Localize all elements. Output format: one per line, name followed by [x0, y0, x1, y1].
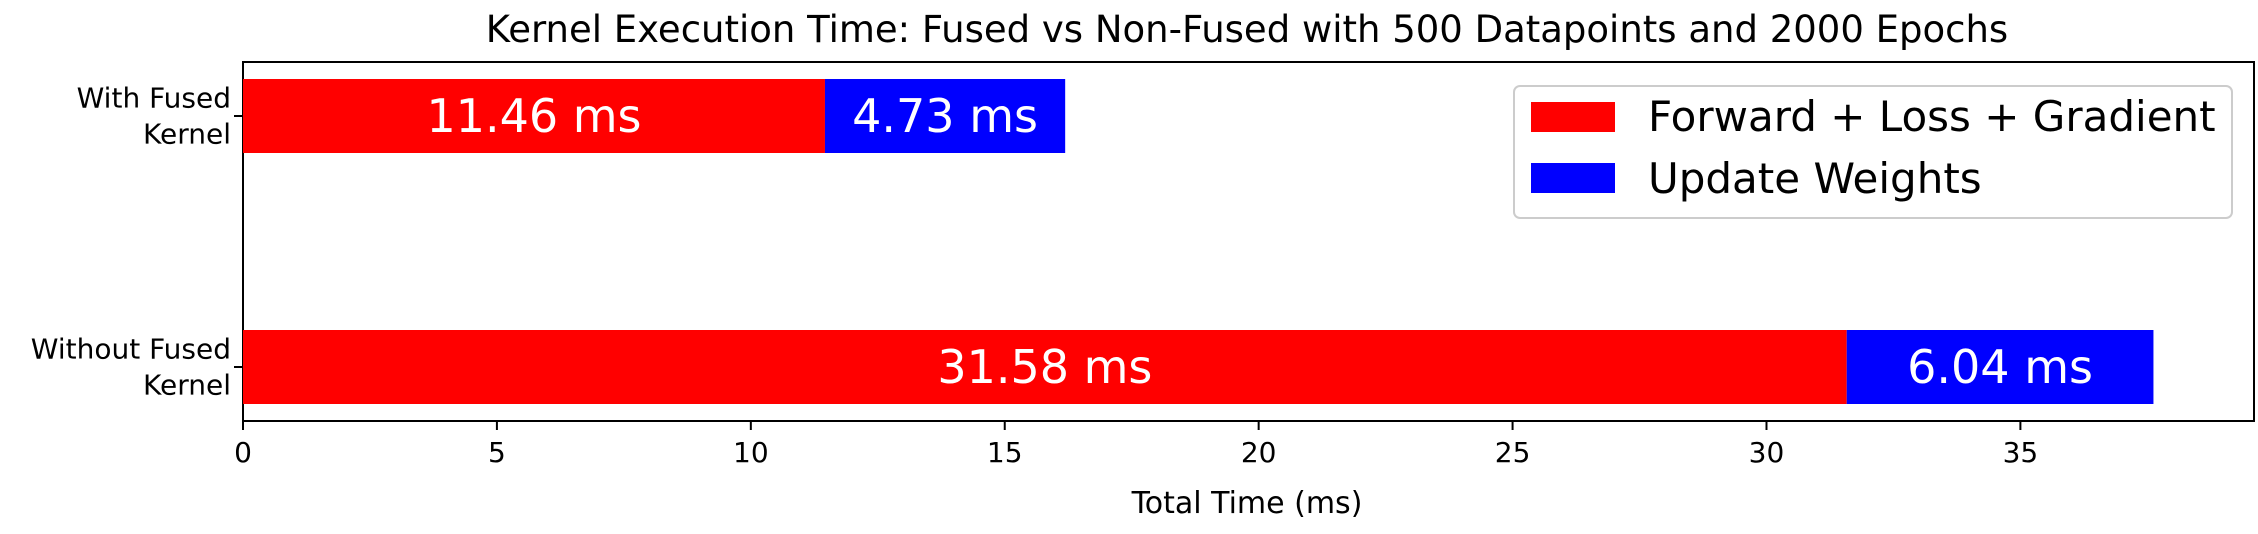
y-tick-label: Kernel: [143, 369, 231, 402]
y-tick-label: With Fused: [77, 82, 231, 115]
x-axis-label: Total Time (ms): [1131, 486, 1363, 521]
x-tick-label: 0: [234, 436, 252, 469]
legend: Forward + Loss + Gradient Update Weights: [1513, 85, 2233, 219]
x-tick-label: 10: [733, 436, 769, 469]
x-axis: 0 5 10 15 20 25 30 35: [234, 421, 2038, 469]
legend-frame: [1513, 85, 2233, 219]
plot-frame: [242, 61, 2255, 422]
bar-label-with-fused-kernel-forward-loss-gradient: 11.46 ms: [426, 89, 641, 143]
bar-with-fused-kernel-forward-loss-gradient: [243, 79, 825, 153]
legend-label-update-weights: Update Weights: [1648, 154, 1982, 203]
x-tick-label: 15: [987, 436, 1023, 469]
legend-label-forward-loss-gradient: Forward + Loss + Gradient: [1648, 92, 2216, 141]
bar-without-fused-kernel-update-weights: [1846, 330, 2154, 404]
bar-with-fused-kernel-update-weights: [824, 79, 1066, 153]
bar-label-with-fused-kernel-update-weights: 4.73 ms: [852, 89, 1038, 143]
bar-label-without-fused-kernel-update-weights: 6.04 ms: [1907, 340, 2093, 394]
y-tick-label: Without Fused: [31, 333, 231, 366]
legend-swatch-forward-loss-gradient: [1531, 102, 1615, 132]
bar-without-fused-kernel-forward-loss-gradient: [243, 330, 1847, 404]
x-tick-label: 30: [1749, 436, 1785, 469]
y-tick-label: Kernel: [143, 118, 231, 151]
bar-labels-layer: 11.46 ms 4.73 ms 31.58 ms 6.04 ms: [426, 89, 2093, 394]
legend-swatch-update-weights: [1531, 163, 1615, 193]
x-tick-label: 5: [488, 436, 506, 469]
x-tick-label: 25: [1495, 436, 1531, 469]
chart-title: Kernel Execution Time: Fused vs Non-Fuse…: [486, 8, 2008, 51]
bar-label-without-fused-kernel-forward-loss-gradient: 31.58 ms: [937, 340, 1152, 394]
bars-layer: [243, 79, 2154, 404]
x-tick-label: 35: [2003, 436, 2039, 469]
x-tick-label: 20: [1241, 436, 1277, 469]
